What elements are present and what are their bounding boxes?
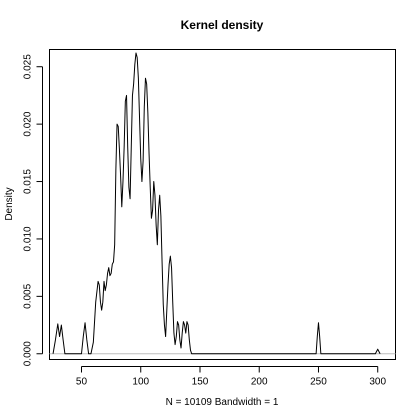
x-tick-label: 150 <box>192 377 209 388</box>
x-axis-title: N = 10109 Bandwidth = 1 <box>166 397 279 408</box>
y-tick-label: 0.020 <box>23 111 34 136</box>
y-axis-title: Density <box>4 187 15 220</box>
y-tick-label: 0.005 <box>23 283 34 308</box>
y-tick-label: 0.015 <box>23 169 34 194</box>
y-axis: 0.000 0.005 0.010 0.015 0.020 0.025 <box>23 54 43 366</box>
x-tick-label: 100 <box>132 377 149 388</box>
y-tick-label: 0.010 <box>23 226 34 251</box>
chart-title: Kernel density <box>181 18 264 32</box>
x-axis: 50 100 150 200 250 300 <box>76 366 387 388</box>
plot-box <box>49 49 396 360</box>
x-tick-label: 200 <box>251 377 268 388</box>
y-tick-label: 0.000 <box>23 341 34 366</box>
x-tick-label: 250 <box>310 377 327 388</box>
x-tick-label: 50 <box>76 377 88 388</box>
density-curve <box>52 52 381 355</box>
x-tick-label: 300 <box>369 377 386 388</box>
y-tick-label: 0.025 <box>23 54 34 79</box>
